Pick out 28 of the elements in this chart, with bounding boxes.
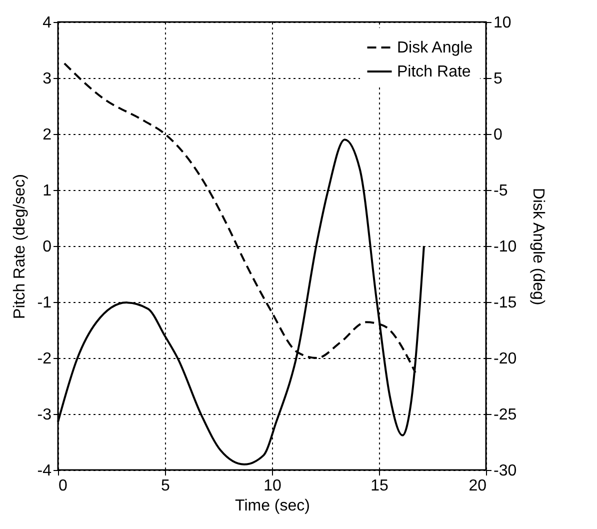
y2-axis-title: Disk Angle (deg) [530,188,547,306]
y-tick-label: 4 [42,14,52,32]
x-tick-label: 5 [161,478,170,494]
y2-tick-label: -10 [494,238,517,256]
y-tick-label: -1 [37,294,52,312]
y-axis-title: Pitch Rate (deg/sec) [11,174,28,319]
x-tick-label: 10 [264,478,282,494]
y-tick-label: -4 [37,462,52,480]
x-tick-label: 0 [58,478,68,494]
y2-tick-label: 10 [494,14,512,32]
y2-tick-label: -5 [494,182,508,200]
legend-label: Pitch Rate [397,64,471,80]
y-tick-label: -2 [37,350,52,368]
x-axis-title: Time (sec) [235,498,310,514]
y2-tick-label: -15 [494,294,517,312]
y2-tick-label: 5 [494,70,502,88]
y2-tick-label: 0 [494,126,502,144]
y-tick-label: 0 [42,238,52,256]
x-tick-label: 20 [468,478,487,494]
x-tick-label: 15 [370,478,388,494]
y2-tick-label: -20 [494,350,517,368]
y-tick-label: 1 [42,182,52,200]
y-tick-label: 2 [42,126,52,144]
y-tick-label: -3 [37,406,52,424]
y2-tick-label: -25 [494,406,517,424]
y2-tick-label: -30 [494,462,517,480]
y-tick-label: 3 [42,70,52,88]
legend-label: Disk Angle [397,40,473,56]
